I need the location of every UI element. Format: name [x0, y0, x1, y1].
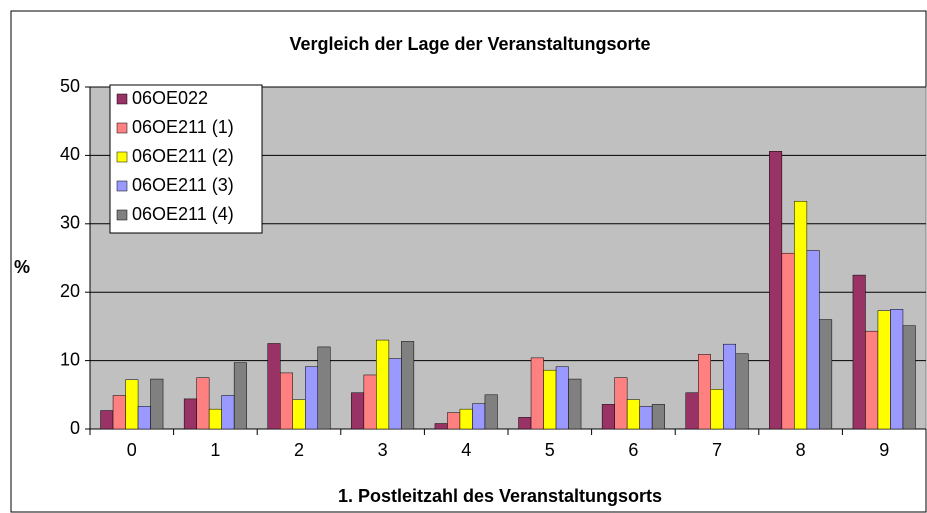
bar: [434, 423, 448, 430]
legend-label: 06OE022: [132, 88, 208, 108]
bar: [125, 379, 139, 430]
bar: [208, 408, 222, 430]
y-tick-label: 30: [60, 213, 80, 233]
x-tick-label: 7: [712, 440, 722, 460]
bar: [484, 394, 498, 430]
legend-swatch: [116, 151, 128, 163]
x-tick-label: 5: [545, 440, 555, 460]
bar: [626, 399, 640, 430]
bar: [639, 406, 653, 430]
bar: [518, 417, 532, 430]
legend-label: 06OE211 (3): [132, 175, 234, 195]
bar: [305, 366, 318, 430]
bar: [769, 151, 783, 430]
bar: [601, 404, 615, 430]
bar: [196, 377, 210, 430]
bar: [698, 354, 711, 430]
bar: [735, 353, 749, 430]
bar: [100, 410, 114, 430]
bar: [351, 392, 365, 430]
bar: [852, 274, 866, 430]
bar: [685, 392, 699, 430]
chart-title: Vergleich der Lage der Veranstaltungsort…: [289, 34, 650, 54]
bar: [865, 330, 879, 430]
x-tick-label: 0: [127, 440, 137, 460]
bar: [723, 343, 736, 430]
bar: [877, 310, 891, 430]
y-tick-label: 40: [60, 144, 80, 164]
x-axis-title: 1. Postleitzahl des Veranstaltungsorts: [338, 486, 662, 506]
y-tick-label: 0: [70, 418, 80, 438]
x-tick-label: 2: [294, 440, 304, 460]
bar: [233, 362, 247, 430]
legend-swatch: [116, 209, 128, 221]
x-tick-label: 9: [879, 440, 889, 460]
bar: [651, 404, 665, 430]
legend-swatch: [116, 93, 128, 105]
legend-label: 06OE211 (4): [132, 204, 234, 224]
x-tick-label: 8: [796, 440, 806, 460]
y-tick-label: 50: [60, 76, 80, 96]
y-axis-title: %: [14, 257, 30, 277]
bar: [388, 358, 402, 430]
bar: [363, 374, 377, 430]
bar: [819, 319, 833, 430]
bar: [543, 369, 557, 430]
bar: [568, 378, 582, 430]
bar: [614, 377, 628, 430]
bar: [221, 395, 235, 430]
bar: [280, 372, 293, 430]
bar: [150, 378, 164, 430]
x-tick-label: 6: [628, 440, 638, 460]
bar: [317, 346, 331, 430]
bar: [137, 406, 151, 430]
bar: [806, 250, 820, 430]
legend-label: 06OE211 (2): [132, 146, 234, 166]
bar: [459, 408, 473, 430]
bar: [112, 395, 126, 430]
bar: [781, 252, 795, 430]
bar: [555, 366, 569, 430]
y-tick-label: 20: [60, 281, 80, 301]
bar: [447, 412, 461, 430]
bar: [794, 200, 808, 430]
bar: [292, 399, 306, 430]
bar: [376, 339, 390, 430]
bar: [890, 309, 904, 430]
x-tick-label: 1: [210, 440, 220, 460]
bar: [183, 398, 197, 430]
legend-label: 06OE211 (1): [132, 117, 234, 137]
bar: [530, 357, 544, 430]
x-tick-label: 3: [378, 440, 388, 460]
x-tick-label: 4: [461, 440, 471, 460]
bar: [401, 341, 415, 430]
bar: [902, 325, 916, 430]
bar: [472, 403, 486, 430]
bar: [267, 343, 281, 430]
y-tick-label: 10: [60, 349, 80, 369]
legend: [109, 84, 263, 234]
bar: [710, 389, 724, 430]
legend-swatch: [116, 122, 128, 134]
legend-swatch: [116, 180, 128, 192]
